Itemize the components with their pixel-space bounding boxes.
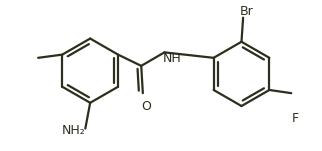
Text: F: F bbox=[291, 112, 298, 125]
Text: NH: NH bbox=[163, 52, 182, 65]
Text: O: O bbox=[142, 100, 151, 112]
Text: NH₂: NH₂ bbox=[62, 124, 86, 137]
Text: Br: Br bbox=[240, 5, 254, 18]
